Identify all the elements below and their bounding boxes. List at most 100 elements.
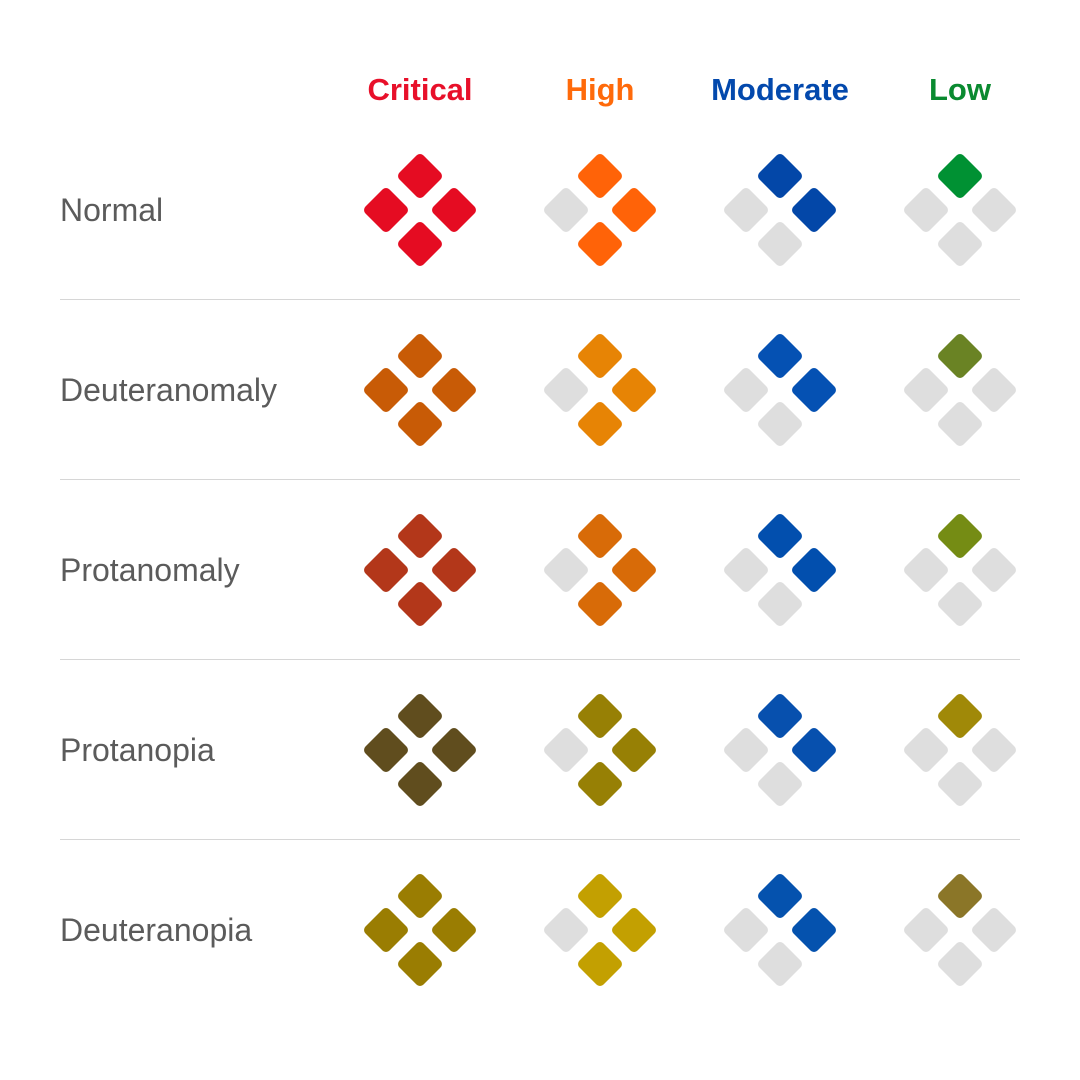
diamond-square-right: [429, 725, 479, 775]
severity-icon-high: [541, 871, 659, 989]
severity-header: Critical High Moderate Low: [0, 0, 1080, 150]
diamond-square-bottom: [935, 219, 985, 269]
diamond-square-left: [901, 185, 951, 235]
diamond-square-left: [721, 185, 771, 235]
diamond-square-top: [755, 691, 805, 741]
diamond-square-bottom: [755, 219, 805, 269]
diamond-square-bottom: [755, 399, 805, 449]
diamond-square-left: [541, 905, 591, 955]
severity-icon-critical: [361, 151, 479, 269]
severity-label-moderate: Moderate: [711, 72, 849, 107]
vision-row-protanopia: Protanopia: [0, 660, 1080, 840]
diamond-square-right: [609, 905, 659, 955]
vision-type-label: Normal: [60, 192, 164, 228]
diamond-square-bottom: [575, 939, 625, 989]
diamond-square-right: [789, 545, 839, 595]
diamond-square-right: [969, 365, 1019, 415]
severity-icon-critical: [361, 331, 479, 449]
vision-type-label: Deuteranomaly: [60, 372, 277, 408]
severity-icon-low: [901, 331, 1019, 449]
diamond-square-top: [935, 331, 985, 381]
diamond-square-right: [789, 185, 839, 235]
diamond-square-top: [395, 331, 445, 381]
severity-icon-high: [541, 511, 659, 629]
row-divider: [60, 839, 1020, 840]
diamond-square-top: [575, 331, 625, 381]
diamond-square-left: [361, 725, 411, 775]
diamond-square-left: [901, 365, 951, 415]
vision-type-label: Protanopia: [60, 732, 215, 768]
severity-icon-moderate: [721, 331, 839, 449]
diamond-square-right: [609, 365, 659, 415]
diamond-square-bottom: [935, 939, 985, 989]
diamond-square-top: [935, 691, 985, 741]
diamond-square-top: [395, 871, 445, 921]
diamond-square-top: [395, 691, 445, 741]
diamond-square-left: [901, 545, 951, 595]
diamond-square-right: [969, 725, 1019, 775]
diamond-square-left: [361, 545, 411, 595]
diamond-square-top: [755, 871, 805, 921]
diamond-square-bottom: [755, 759, 805, 809]
diamond-square-bottom: [575, 399, 625, 449]
diamond-square-bottom: [755, 579, 805, 629]
diamond-square-left: [361, 185, 411, 235]
diamond-square-bottom: [395, 219, 445, 269]
diamond-square-top: [575, 151, 625, 201]
diamond-square-right: [609, 725, 659, 775]
diamond-square-top: [575, 511, 625, 561]
diamond-square-bottom: [395, 399, 445, 449]
diamond-square-right: [609, 185, 659, 235]
diamond-square-right: [789, 725, 839, 775]
diamond-square-right: [969, 905, 1019, 955]
diamond-square-bottom: [575, 759, 625, 809]
diamond-square-top: [395, 151, 445, 201]
diamond-square-top: [575, 691, 625, 741]
diamond-square-top: [395, 511, 445, 561]
vision-type-label: Protanomaly: [60, 552, 240, 588]
diamond-square-bottom: [395, 759, 445, 809]
diamond-square-top: [755, 331, 805, 381]
diamond-square-top: [935, 151, 985, 201]
diamond-square-top: [575, 871, 625, 921]
diamond-square-right: [429, 365, 479, 415]
diamond-square-bottom: [755, 939, 805, 989]
diamond-square-left: [541, 545, 591, 595]
diamond-square-left: [361, 905, 411, 955]
severity-icon-low: [901, 871, 1019, 989]
severity-label-low: Low: [929, 72, 991, 107]
diamond-square-bottom: [935, 579, 985, 629]
severity-icon-moderate: [721, 691, 839, 809]
diamond-square-left: [541, 185, 591, 235]
severity-icon-high: [541, 331, 659, 449]
diamond-square-top: [755, 151, 805, 201]
severity-icon-critical: [361, 691, 479, 809]
severity-icon-low: [901, 151, 1019, 269]
diamond-square-left: [541, 365, 591, 415]
diamond-square-left: [541, 725, 591, 775]
severity-icon-critical: [361, 871, 479, 989]
diamond-square-top: [935, 871, 985, 921]
row-divider: [60, 479, 1020, 480]
vision-row-deuteranomaly: Deuteranomaly: [0, 300, 1080, 480]
diamond-square-right: [609, 545, 659, 595]
row-divider: [60, 299, 1020, 300]
diamond-square-left: [721, 365, 771, 415]
diamond-square-top: [935, 511, 985, 561]
diamond-square-right: [789, 905, 839, 955]
severity-icon-moderate: [721, 511, 839, 629]
diamond-square-right: [429, 905, 479, 955]
vision-row-protanomaly: Protanomaly: [0, 480, 1080, 660]
severity-icon-moderate: [721, 151, 839, 269]
severity-icon-moderate: [721, 871, 839, 989]
diamond-square-right: [969, 545, 1019, 595]
diamond-square-bottom: [575, 579, 625, 629]
diamond-square-bottom: [935, 399, 985, 449]
vision-type-label: Deuteranopia: [60, 912, 253, 948]
severity-icon-low: [901, 691, 1019, 809]
row-divider: [60, 659, 1020, 660]
severity-label-critical: Critical: [367, 72, 473, 107]
diamond-square-left: [721, 725, 771, 775]
diamond-square-bottom: [935, 759, 985, 809]
severity-icon-high: [541, 691, 659, 809]
